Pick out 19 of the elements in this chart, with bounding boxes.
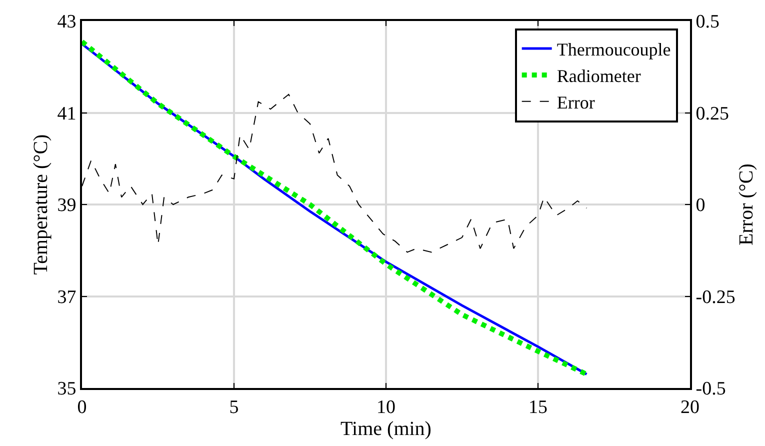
legend-label: Radiometer (556, 66, 641, 86)
y2-tick-label: 0.5 (696, 12, 720, 33)
y2-tick-label: 0 (696, 195, 706, 216)
y-tick-label: 39 (57, 195, 76, 216)
x-axis-title: Time (min) (340, 418, 432, 440)
legend-label: Error (556, 92, 595, 112)
y-tick-label: 43 (57, 12, 76, 33)
y2-axis-title: Error (°C) (735, 164, 758, 246)
y-tick-label: 35 (57, 378, 76, 400)
y2-tick-label: 0.25 (696, 103, 730, 124)
legend-label: Thermoucouple (556, 40, 671, 60)
y2-tick-label: -0.25 (696, 286, 736, 308)
y-tick-label: 41 (57, 103, 76, 124)
x-tick-label: 0 (77, 396, 87, 418)
y-axis-title: Temperature (°C) (30, 134, 52, 275)
x-tick-label: 5 (229, 396, 239, 418)
x-tick-label: 15 (528, 396, 548, 418)
x-tick-label: 10 (376, 396, 396, 418)
y-tick-label: 37 (57, 286, 76, 308)
